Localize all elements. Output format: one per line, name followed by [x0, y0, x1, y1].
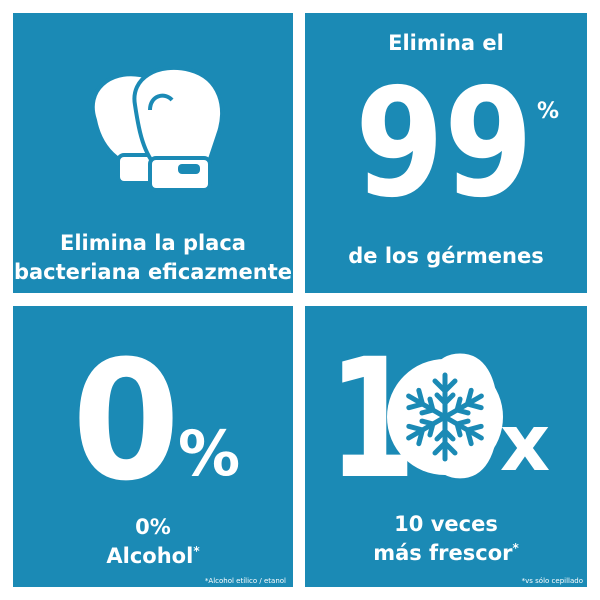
big-number: 99 — [355, 57, 533, 231]
caption-line: más frescor* — [373, 541, 519, 565]
caption-line: Elimina la placa — [60, 231, 246, 255]
asterisk: * — [513, 541, 520, 555]
tile — [305, 13, 587, 293]
footnote: *vs sólo cepillado — [522, 577, 583, 585]
caption-text: Alcohol — [106, 544, 193, 568]
caption-line: 10 veces — [394, 512, 498, 536]
caption-line: Alcohol* — [106, 544, 200, 568]
snowflake-icon — [404, 372, 487, 459]
caption-line: bacteriana eficazmente — [14, 260, 292, 284]
big-number: 0 — [72, 325, 180, 517]
caption-text: más frescor — [373, 541, 513, 565]
unit: % — [178, 417, 240, 490]
heading: Elimina el — [388, 31, 504, 55]
caption: de los gérmenes — [348, 244, 543, 268]
asterisk: * — [193, 544, 200, 558]
unit: % — [537, 99, 559, 124]
footnote: *Alcohol etílico / etanol — [205, 577, 286, 585]
caption-line: 0% — [135, 515, 171, 539]
boxing-gloves-icon — [90, 65, 225, 192]
tile — [13, 306, 293, 587]
unit: x — [500, 399, 550, 489]
